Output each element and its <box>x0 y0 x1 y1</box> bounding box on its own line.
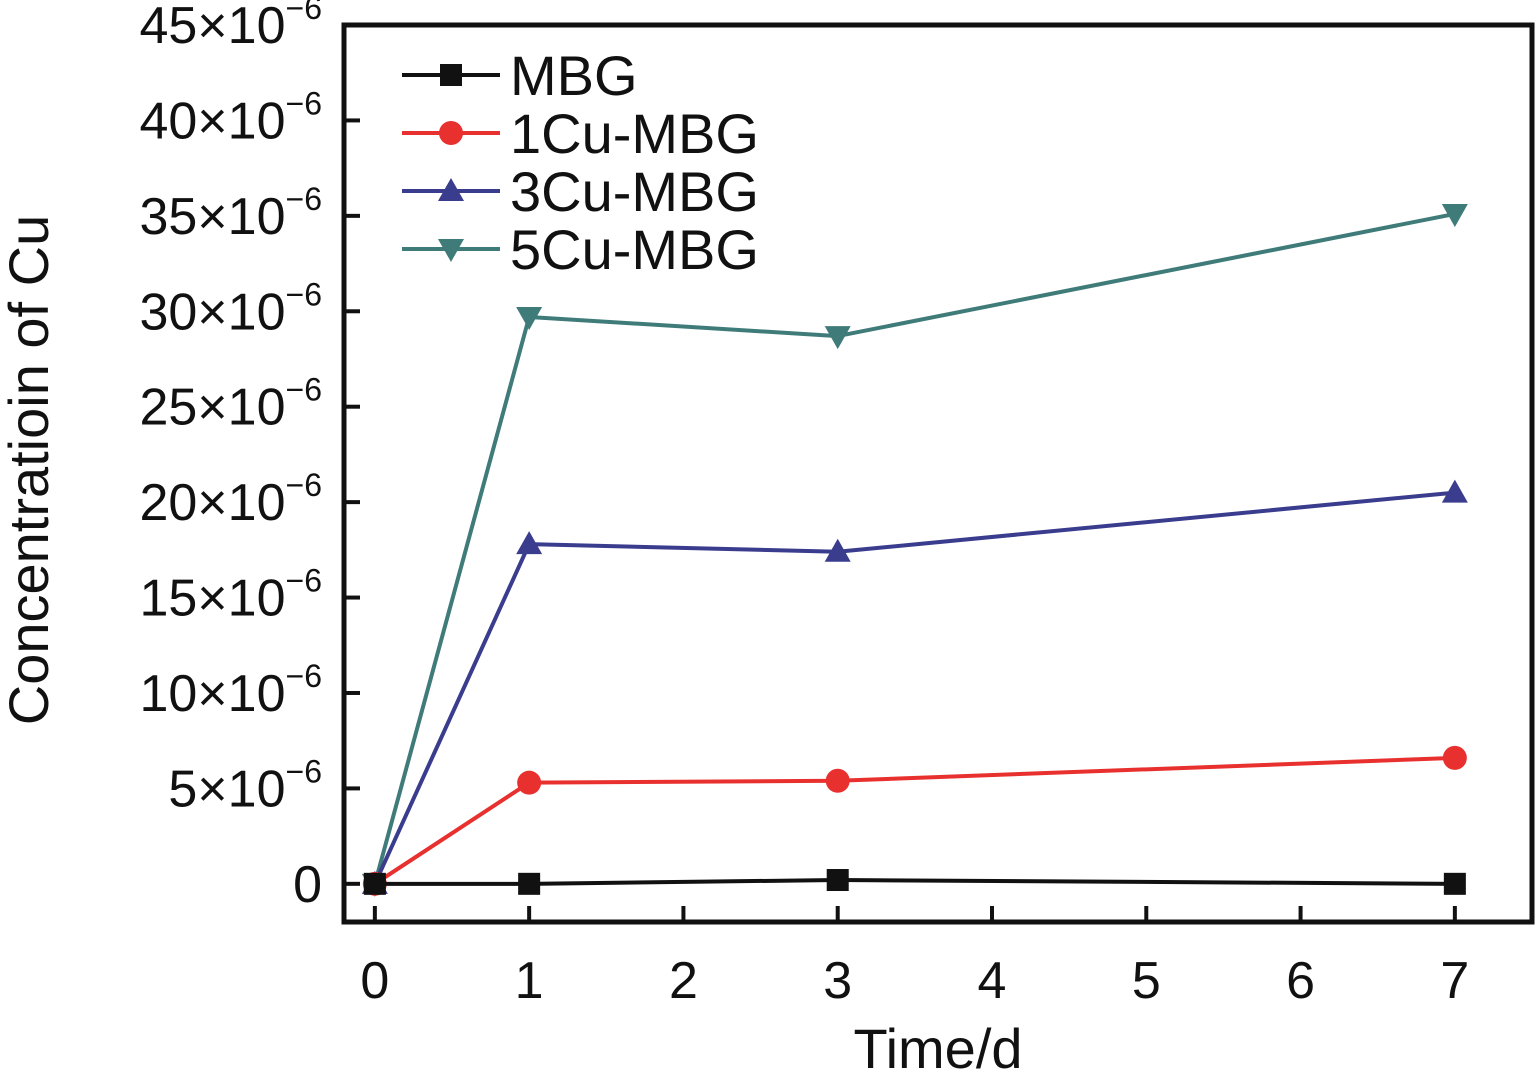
ticks: 0 1 2 3 4 5 6 7 0 5×10−6 10×10−6 15×10−6 20×10−6 25×1… <box>139 0 1469 1010</box>
series-line <box>372 211 1456 885</box>
series <box>361 203 1468 897</box>
x-tick-label: 2 <box>669 952 698 1010</box>
series-mbg <box>363 869 1466 895</box>
y-tick-label: 10×10−6 <box>139 658 322 723</box>
data-point <box>363 872 386 895</box>
x-tick-label: 5 <box>1132 952 1161 1010</box>
legend-label: 5Cu-MBG <box>510 218 759 281</box>
x-tick-label: 7 <box>1440 952 1469 1010</box>
y-tick-label: 40×10−6 <box>139 85 322 150</box>
legend-label: 3Cu-MBG <box>510 160 759 223</box>
x-tick-label: 1 <box>515 952 544 1010</box>
legend-label: 1Cu-MBG <box>510 102 759 165</box>
y-tick-label: 0 <box>293 856 322 914</box>
x-axis-title: Time/d <box>853 1017 1022 1073</box>
legend-marker <box>438 239 464 262</box>
y-tick-label: 45×10−6 <box>139 0 322 55</box>
legend-marker <box>439 121 463 145</box>
y-tick-label: 30×10−6 <box>139 276 322 341</box>
legend-entry: 5Cu-MBG <box>402 218 759 281</box>
data-point <box>1441 203 1468 227</box>
data-point <box>516 307 543 331</box>
axes <box>341 22 1535 925</box>
y-tick-label: 20×10−6 <box>139 467 322 532</box>
data-point <box>516 531 543 555</box>
y-tick-label: 35×10−6 <box>139 181 322 246</box>
y-tick-label: 5×10−6 <box>168 753 322 818</box>
legend-label: MBG <box>510 44 638 107</box>
data-point <box>825 768 850 793</box>
data-point <box>1442 745 1467 770</box>
x-tick-label: 4 <box>978 952 1007 1010</box>
plot-frame <box>341 22 1535 925</box>
data-point <box>824 326 851 350</box>
legend-entry: 3Cu-MBG <box>402 160 759 223</box>
x-tick-label: 6 <box>1286 952 1315 1010</box>
y-tick-label: 25×10−6 <box>139 372 322 437</box>
series-line <box>374 878 1455 886</box>
legend-marker <box>438 178 464 201</box>
legend-marker <box>440 64 462 86</box>
series-line <box>373 755 1455 886</box>
y-axis-title: Concentratioin of Cu <box>0 215 60 726</box>
data-point <box>518 872 541 895</box>
series-3cu-mbg <box>361 479 1468 894</box>
y-tick-label: 15×10−6 <box>139 563 322 628</box>
data-point <box>517 770 542 795</box>
legend-entry: MBG <box>402 44 638 107</box>
data-point <box>826 869 849 892</box>
legend-entry: 1Cu-MBG <box>402 102 759 165</box>
data-point <box>1443 872 1466 895</box>
data-point <box>1441 479 1468 503</box>
x-tick-label: 3 <box>823 952 852 1010</box>
series-line <box>373 490 1456 885</box>
x-tick-label: 0 <box>360 952 389 1010</box>
data-point <box>824 538 851 562</box>
